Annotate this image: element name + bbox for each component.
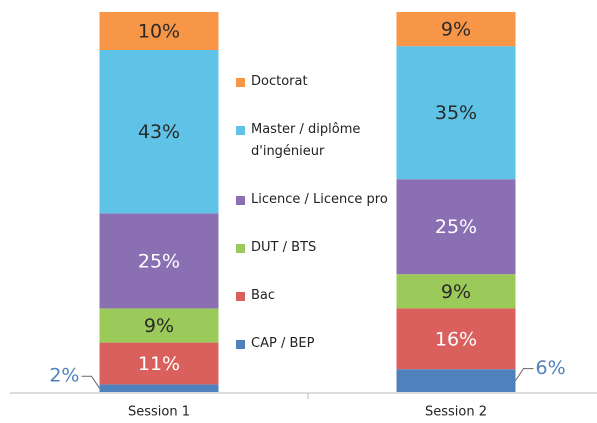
legend-swatch (236, 126, 245, 135)
bar-segment (99, 308, 219, 343)
legend-item: Bac (236, 285, 392, 307)
legend-swatch (236, 340, 245, 349)
leader-line (515, 368, 534, 381)
x-tick-label: Session 2 (425, 405, 487, 420)
legend-label: Master / diplôme d'ingénieur (251, 122, 361, 159)
bar-segment (396, 46, 516, 180)
legend-swatch (236, 244, 245, 253)
data-label: 9% (441, 19, 471, 41)
data-label: 25% (435, 216, 477, 238)
legend: Doctorat Master / diplôme d'ingénieur Lice… (236, 58, 392, 368)
legend-item: Doctorat (236, 71, 392, 93)
legend-item: Licence / Licence pro (236, 189, 392, 211)
legend-label: Bac (251, 288, 276, 303)
data-label: 10% (138, 21, 180, 43)
data-label: 9% (441, 281, 471, 303)
bar-segment (396, 274, 516, 309)
bar-segment (396, 12, 516, 47)
legend-swatch (236, 292, 245, 301)
bar-segment (99, 12, 219, 50)
x-tick-label: Session 1 (128, 405, 190, 420)
legend-swatch (236, 78, 245, 87)
bar-segment (396, 179, 516, 275)
legend-item: Master / diplôme d'ingénieur (236, 119, 392, 163)
legend-label: DUT / BTS (251, 240, 317, 255)
data-label: 35% (435, 102, 477, 124)
legend-item: DUT / BTS (236, 237, 392, 259)
legend-label: Licence / Licence pro (251, 192, 388, 207)
bar-segment (99, 384, 219, 392)
bar-segment (396, 369, 516, 392)
legend-label: Doctorat (251, 74, 308, 89)
bar-segment (99, 213, 219, 309)
legend-swatch (236, 196, 245, 205)
data-label: 25% (138, 250, 180, 272)
bar-segment (396, 308, 516, 370)
bar-segment (99, 50, 219, 214)
legend-item: CAP / BEP (236, 333, 392, 355)
data-label: 11% (138, 353, 180, 375)
data-label: 9% (144, 315, 174, 337)
bar-segment (99, 342, 219, 385)
legend-label: CAP / BEP (251, 336, 315, 351)
data-label: 16% (435, 328, 477, 350)
leader-line (81, 375, 100, 389)
data-label: 43% (138, 121, 180, 143)
data-label: 2% (49, 365, 79, 387)
data-label: 6% (536, 357, 566, 379)
